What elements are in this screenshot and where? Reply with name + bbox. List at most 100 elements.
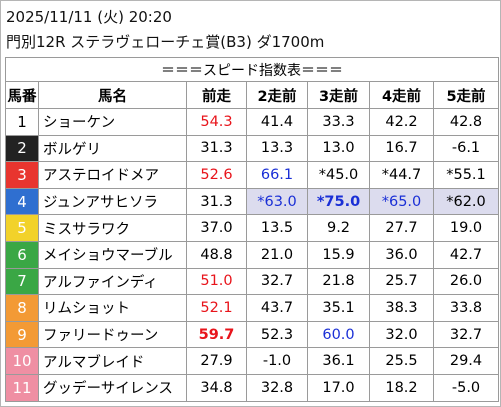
horse-row: 5 ミスサラワク 37.0 13.5 9.2 27.7 19.0 xyxy=(5,214,500,242)
speed-index: 31.3 xyxy=(186,187,247,216)
horse-name: アステロイドメア xyxy=(38,161,187,189)
speed-index: -6.1 xyxy=(432,134,500,163)
speed-index: 52.3 xyxy=(246,320,308,349)
horse-row: 7 アルファインディ 51.0 32.7 21.8 25.7 26.0 xyxy=(5,267,500,296)
horse-name: アルマブレイド xyxy=(38,347,187,375)
horse-number: 8 xyxy=(5,294,39,322)
speed-index: 52.6 xyxy=(186,161,247,189)
speed-index: 51.0 xyxy=(186,267,247,296)
horse-name: ショーケン xyxy=(38,108,187,136)
column-header: 3走前 xyxy=(307,81,370,109)
speed-index: -5.0 xyxy=(432,373,500,402)
speed-index: *62.0 xyxy=(432,187,500,216)
speed-index: 32.0 xyxy=(369,320,434,349)
horse-name: ミスサラワク xyxy=(38,214,187,242)
speed-index: 41.4 xyxy=(246,108,308,136)
horse-name: リムショット xyxy=(38,294,187,322)
horse-number: 5 xyxy=(5,214,39,242)
speed-index: 15.9 xyxy=(307,240,370,269)
speed-index: 66.1 xyxy=(246,161,308,189)
speed-index: 26.0 xyxy=(432,267,500,296)
horse-number: 9 xyxy=(5,320,39,349)
speed-index: 60.0 xyxy=(307,320,370,349)
horse-number: 7 xyxy=(5,267,39,296)
horse-row: 4 ジュンアサヒソラ 31.3 *63.0 *75.0 *65.0 *62.0 xyxy=(5,187,500,216)
horse-number: 10 xyxy=(5,347,39,375)
horse-number: 1 xyxy=(5,108,39,136)
horse-number: 3 xyxy=(5,161,39,189)
speed-index: 16.7 xyxy=(369,134,434,163)
speed-index: 29.4 xyxy=(432,347,500,375)
column-header: 4走前 xyxy=(369,81,434,109)
speed-index: 42.7 xyxy=(432,240,500,269)
speed-index: 42.2 xyxy=(369,108,434,136)
horse-number: 2 xyxy=(5,134,39,163)
speed-index: 25.7 xyxy=(369,267,434,296)
column-header: 前走 xyxy=(186,81,247,109)
horse-name: ファリードゥーン xyxy=(38,320,187,349)
table-body: ＝＝＝スピード指数表＝＝＝ 馬番 馬名 前走 2走前 3走前 4走前 5走前 1 ショーケン 5… xyxy=(4,57,500,402)
horse-row: 6 メイショウマーブル 48.8 21.0 15.9 36.0 42.7 xyxy=(5,240,500,269)
horse-row: 2 ボルゲリ 31.3 13.3 13.0 16.7 -6.1 xyxy=(5,134,500,163)
speed-index: *63.0 xyxy=(246,187,308,216)
table-title: ＝＝＝スピード指数表＝＝＝ xyxy=(4,57,500,82)
speed-index: 17.0 xyxy=(307,373,370,402)
horse-row: 9 ファリードゥーン 59.7 52.3 60.0 32.0 32.7 xyxy=(5,320,500,349)
horse-row: 8 リムショット 52.1 43.7 35.1 38.3 33.8 xyxy=(5,294,500,322)
speed-index-table: ＝＝＝スピード指数表＝＝＝ 馬番 馬名 前走 2走前 3走前 4走前 5走前 1 ショーケン 5… xyxy=(4,57,500,402)
speed-index: 36.0 xyxy=(369,240,434,269)
header-row: 馬番 馬名 前走 2走前 3走前 4走前 5走前 xyxy=(5,81,500,109)
horse-number: 6 xyxy=(5,240,39,269)
horse-name: グッデーサイレンス xyxy=(38,373,187,402)
date-time: 2025/11/11 (火) 20:20 xyxy=(6,8,172,26)
speed-index: 21.8 xyxy=(307,267,370,296)
speed-index: *44.7 xyxy=(369,161,434,189)
column-header: 5走前 xyxy=(432,81,500,109)
speed-index: 33.8 xyxy=(432,294,500,322)
speed-index: 48.8 xyxy=(186,240,247,269)
speed-index: *75.0 xyxy=(307,187,370,216)
speed-index: 9.2 xyxy=(307,214,370,242)
speed-index: 13.3 xyxy=(246,134,308,163)
speed-index: 18.2 xyxy=(369,373,434,402)
speed-index: 34.8 xyxy=(186,373,247,402)
speed-index: 21.0 xyxy=(246,240,308,269)
speed-index: 36.1 xyxy=(307,347,370,375)
horse-name: ボルゲリ xyxy=(38,134,187,163)
horse-name: ジュンアサヒソラ xyxy=(38,187,187,216)
horse-name: アルファインディ xyxy=(38,267,187,296)
horse-number: 4 xyxy=(5,187,39,216)
speed-index: *65.0 xyxy=(369,187,434,216)
speed-index: 27.7 xyxy=(369,214,434,242)
speed-index: 13.5 xyxy=(246,214,308,242)
speed-index: -1.0 xyxy=(246,347,308,375)
race-info: 門別12R ステラヴェローチェ賞(B3) ダ1700m xyxy=(6,33,325,51)
speed-index: 52.1 xyxy=(186,294,247,322)
speed-index: 13.0 xyxy=(307,134,370,163)
title-row: ＝＝＝スピード指数表＝＝＝ xyxy=(4,57,500,82)
speed-index: 25.5 xyxy=(369,347,434,375)
speed-index: 32.8 xyxy=(246,373,308,402)
horse-row: 10 アルマブレイド 27.9 -1.0 36.1 25.5 29.4 xyxy=(5,347,500,375)
horse-number: 11 xyxy=(5,373,39,402)
speed-index: 32.7 xyxy=(246,267,308,296)
horse-row: 3 アステロイドメア 52.6 66.1 *45.0 *44.7 *55.1 xyxy=(5,161,500,189)
speed-index: *45.0 xyxy=(307,161,370,189)
speed-index: 31.3 xyxy=(186,134,247,163)
speed-index: 27.9 xyxy=(186,347,247,375)
horse-row: 1 ショーケン 54.3 41.4 33.3 42.2 42.8 xyxy=(5,108,500,136)
speed-index: 42.8 xyxy=(432,108,500,136)
column-header: 馬名 xyxy=(38,81,187,109)
speed-index: *55.1 xyxy=(432,161,500,189)
speed-index: 59.7 xyxy=(186,320,247,349)
speed-index: 32.7 xyxy=(432,320,500,349)
column-header: 馬番 xyxy=(5,81,39,109)
speed-index: 37.0 xyxy=(186,214,247,242)
horse-name: メイショウマーブル xyxy=(38,240,187,269)
speed-index: 35.1 xyxy=(307,294,370,322)
speed-index: 38.3 xyxy=(369,294,434,322)
speed-index: 54.3 xyxy=(186,108,247,136)
speed-index: 19.0 xyxy=(432,214,500,242)
speed-index: 33.3 xyxy=(307,108,370,136)
